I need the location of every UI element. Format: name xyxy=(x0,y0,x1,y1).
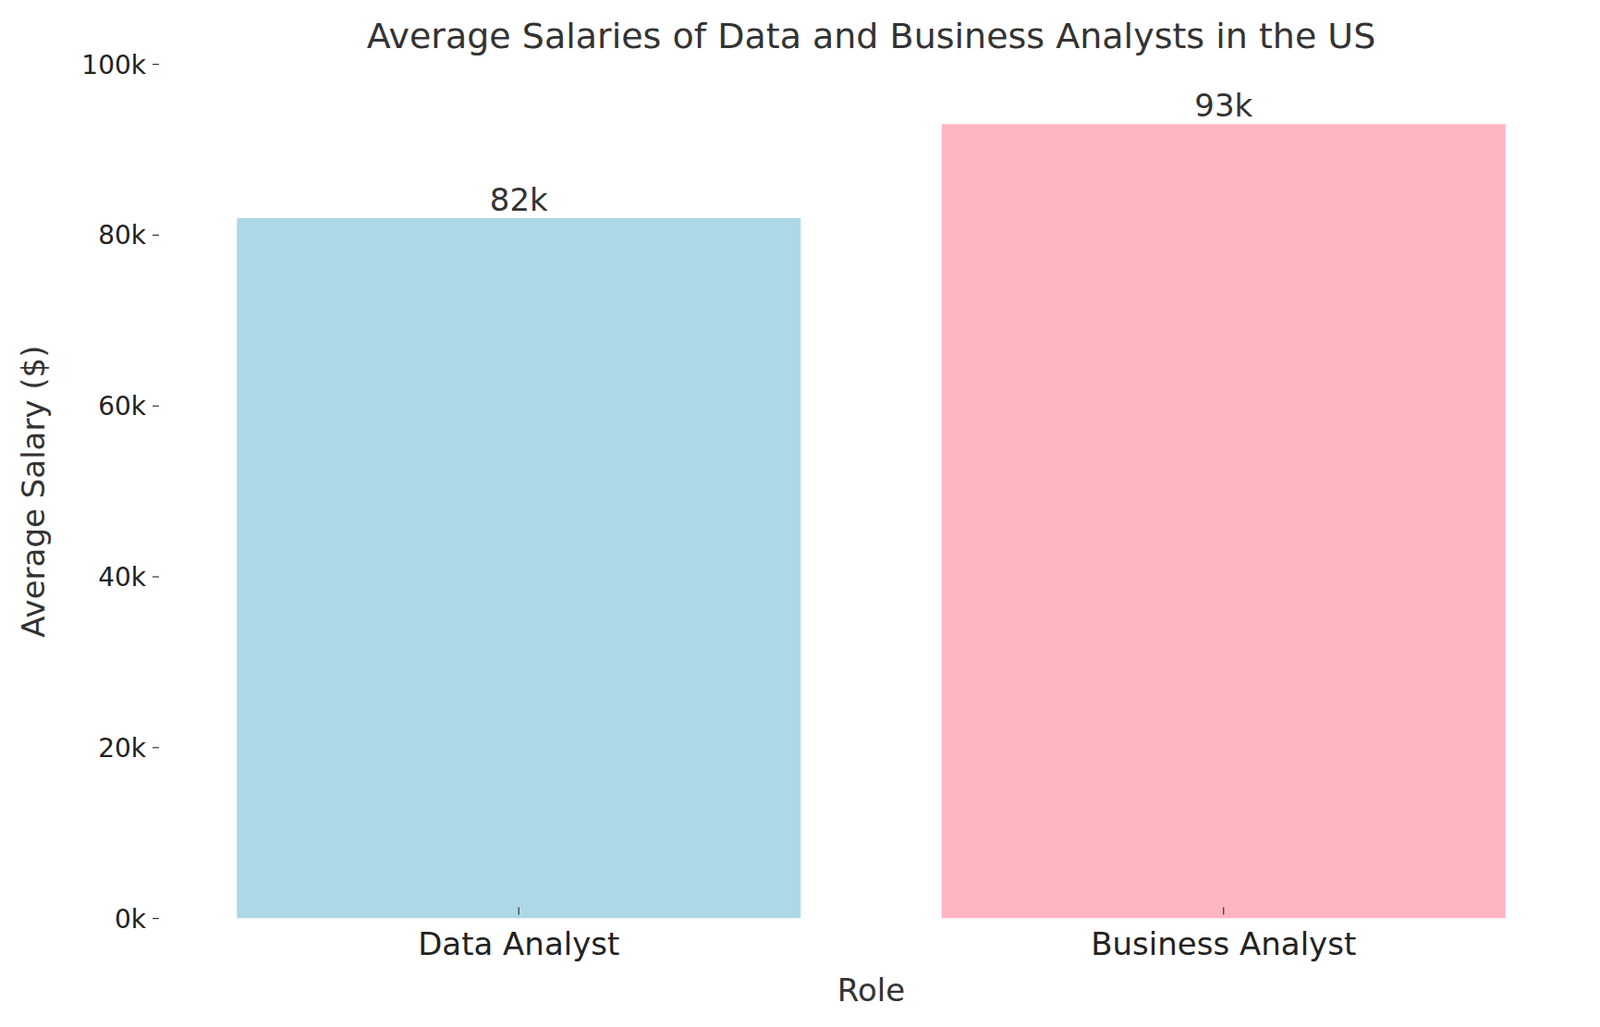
y-tick-label: 0k xyxy=(114,903,147,935)
x-tick-label: Data Analyst xyxy=(417,925,620,963)
chart-container: Average Salaries of Data and Business An… xyxy=(0,0,1600,1027)
y-tick xyxy=(152,575,159,577)
y-tick-label: 80k xyxy=(97,219,147,251)
bar xyxy=(941,123,1506,918)
y-tick xyxy=(152,63,159,65)
x-tick xyxy=(518,907,520,916)
bars xyxy=(236,123,1506,918)
x-tick-label: Business Analyst xyxy=(1090,925,1356,963)
y-tick xyxy=(152,405,159,407)
y-axis-label: Average Salary ($) xyxy=(14,344,52,637)
y-tick xyxy=(152,917,159,919)
y-tick xyxy=(152,746,159,748)
bar xyxy=(236,218,801,919)
y-tick xyxy=(152,234,159,236)
data-label: 93k xyxy=(1194,86,1253,124)
y-tick-label: 60k xyxy=(97,390,147,422)
y-tick-label: 100k xyxy=(81,49,147,81)
data-label: 82k xyxy=(489,181,549,219)
y-tick-label: 20k xyxy=(97,732,147,764)
x-tick xyxy=(1222,907,1224,916)
x-axis-label: Role xyxy=(837,971,905,1009)
chart: Average Salaries of Data and Business An… xyxy=(0,0,1600,1027)
title: Average Salaries of Data and Business An… xyxy=(366,15,1377,57)
y-tick-label: 40k xyxy=(97,561,147,593)
